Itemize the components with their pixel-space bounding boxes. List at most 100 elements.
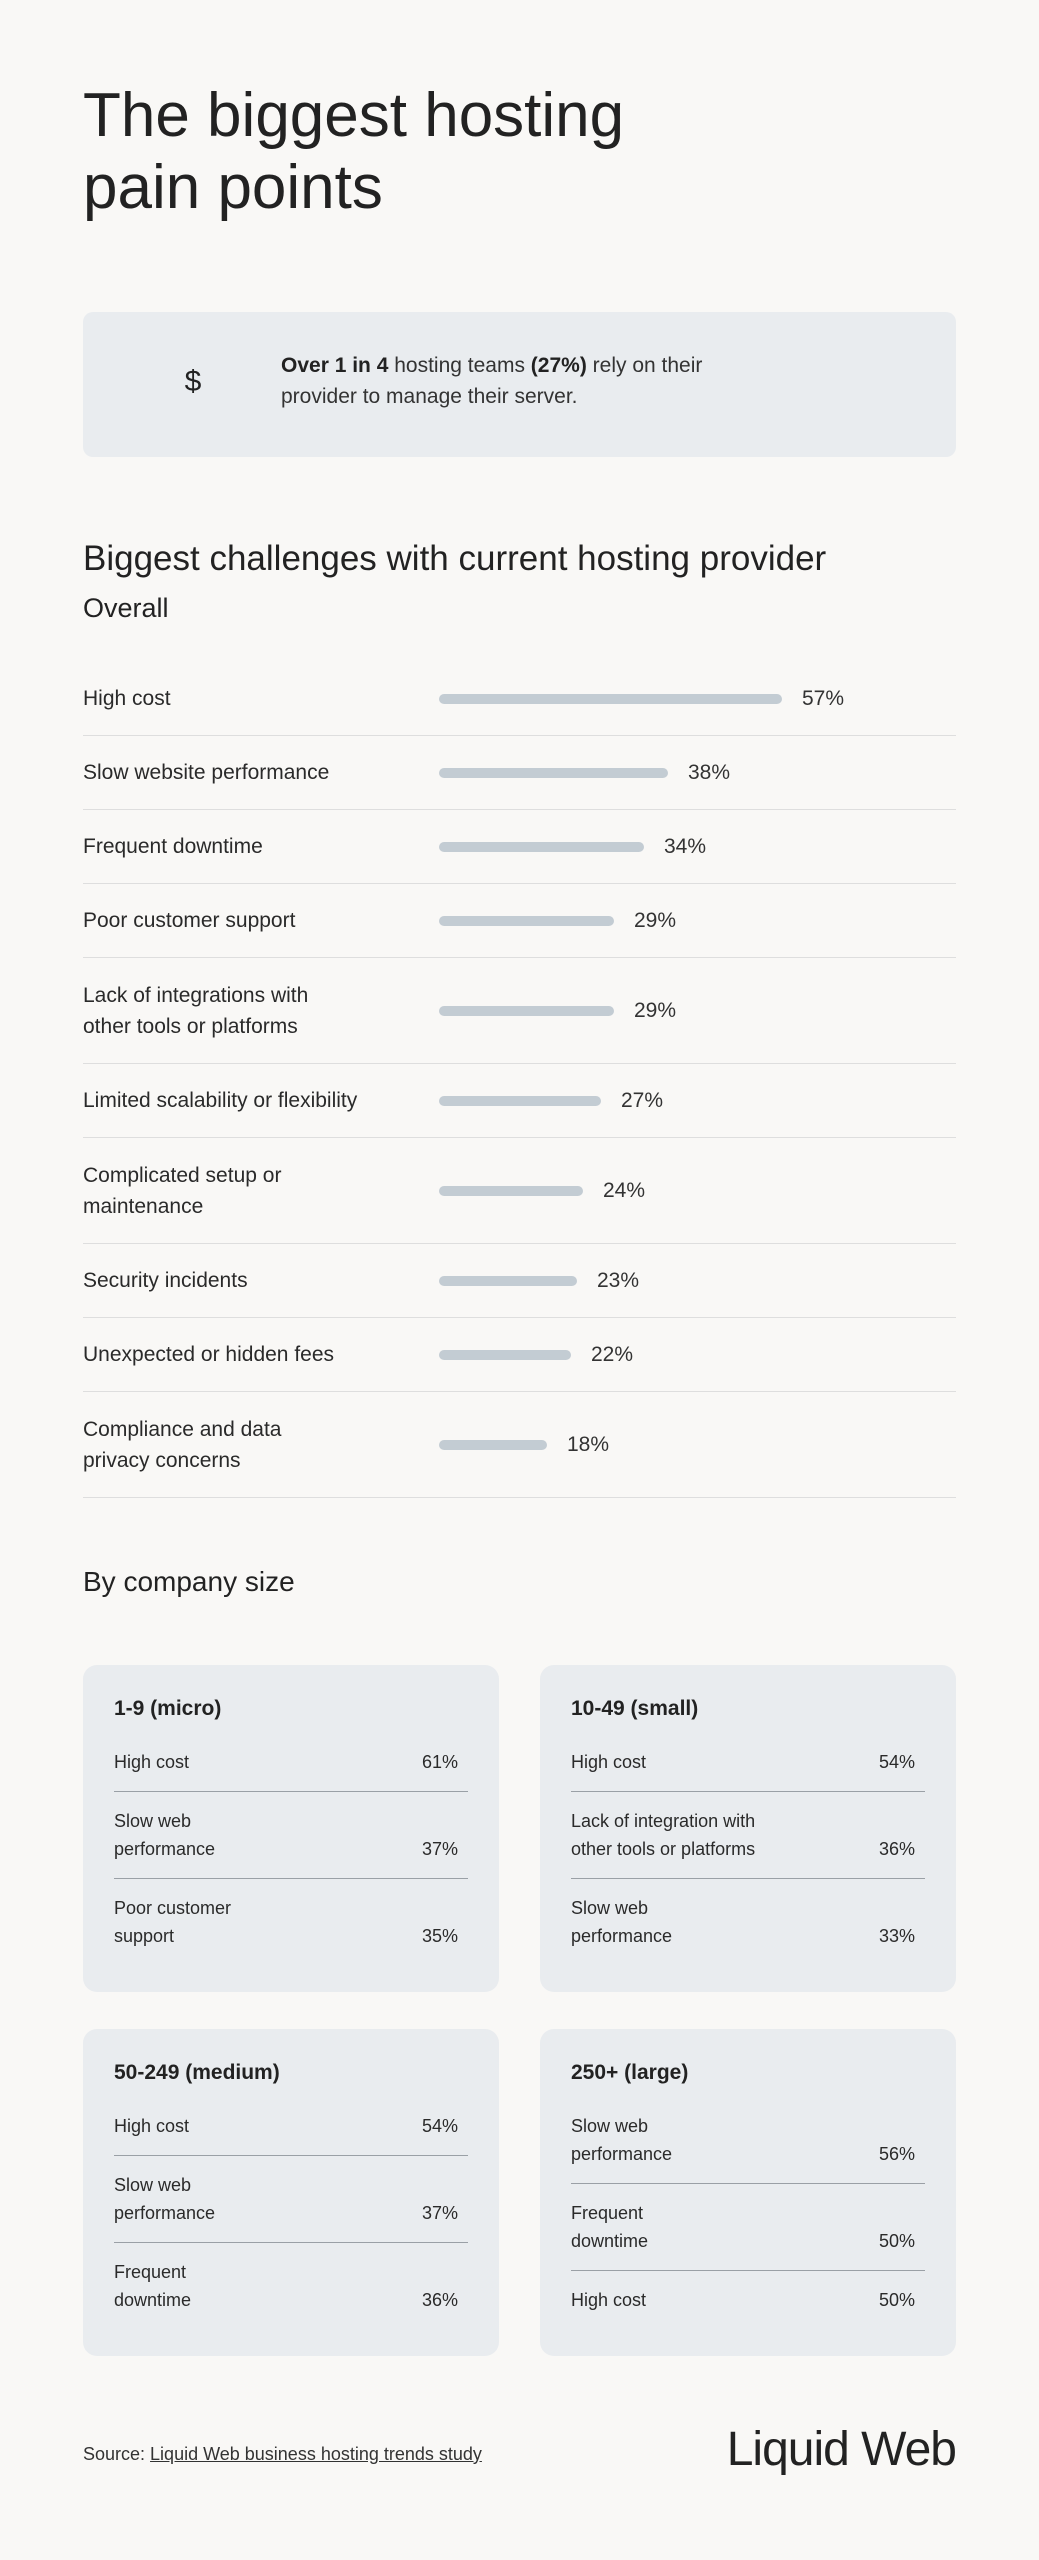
card-row-label-line: support xyxy=(114,1926,175,1946)
source-link[interactable]: Liquid Web business hosting trends study xyxy=(150,2444,482,2464)
chart-row: Unexpected or hidden fees 22% xyxy=(83,1318,956,1392)
card-row-label-line: performance xyxy=(114,1839,216,1859)
card-divider xyxy=(571,2270,925,2271)
card-row-label-line: Slow web xyxy=(114,2175,192,2195)
chart-row: Security incidents 23% xyxy=(83,1244,956,1318)
chart-value-label: 18% xyxy=(567,1433,610,1456)
card-row: Slow web performance 33% xyxy=(571,1894,925,1950)
chart-category-label-line: High cost xyxy=(83,687,171,710)
company-size-card: 250+ (large) Slow web performance 56% Freque… xyxy=(540,2029,956,2356)
card-row-label: High cost xyxy=(571,1748,811,1776)
chart-row: Slow website performance 38% xyxy=(83,736,956,810)
card-row-label: High cost xyxy=(114,2112,354,2140)
by-size-title: By company size xyxy=(83,1566,295,1597)
card-row-label: Slow web performance xyxy=(571,1894,811,1950)
source-prefix: Source: xyxy=(83,2444,151,2464)
page-title-line-1: The biggest hosting xyxy=(83,81,625,150)
chart-value-label: 34% xyxy=(664,835,707,858)
card-row-label: Frequent downtime xyxy=(571,2199,811,2255)
chart-bar xyxy=(439,915,614,926)
callout-text-1: hosting teams xyxy=(388,354,531,377)
chart-category-label-line: Frequent downtime xyxy=(83,835,263,858)
chart-row: Limited scalability or flexibility 27% xyxy=(83,1064,956,1138)
card-row-value: 54% xyxy=(878,1752,915,1772)
stat-callout: $ Over 1 in 4 hosting teams (27%) rely o… xyxy=(83,312,956,457)
card-row-label-line: Slow web xyxy=(571,1898,649,1918)
chart-bar xyxy=(439,693,782,704)
card-row-label-line: performance xyxy=(114,2203,216,2223)
chart-bar xyxy=(439,1349,571,1360)
card-row-value: 50% xyxy=(878,2290,915,2310)
card-divider xyxy=(114,1791,468,1792)
card-row-label-line: Slow web xyxy=(114,1811,192,1831)
card-row-value: 50% xyxy=(878,2231,915,2251)
card-row-label: Lack of integration with other tools or p… xyxy=(571,1807,811,1863)
chart-category-label-line: privacy concerns xyxy=(83,1448,241,1472)
card-row: Lack of integration with other tools or p… xyxy=(571,1807,925,1863)
chart-category-label: Compliance and data privacy concerns xyxy=(83,1414,393,1476)
card-title: 250+ (large) xyxy=(571,2061,689,2084)
card-divider xyxy=(114,1878,468,1879)
chart-category-label-line: Compliance and data xyxy=(83,1417,282,1441)
chart-value-label: 23% xyxy=(597,1269,640,1292)
card-row-label-line: performance xyxy=(571,2144,673,2164)
card-row-value: 35% xyxy=(421,1926,458,1946)
dollar-icon: $ xyxy=(184,365,202,398)
chart-category-label: Lack of integrations with other tools or … xyxy=(83,980,393,1042)
card-row: Slow web performance 37% xyxy=(114,1807,468,1863)
chart-bar xyxy=(439,1275,577,1286)
card-row-label-line: Lack of integration with xyxy=(571,1811,756,1831)
chart-row: High cost 57% xyxy=(83,662,956,736)
chart-category-label: Complicated setup or maintenance xyxy=(83,1160,393,1222)
card-divider xyxy=(571,2183,925,2184)
card-row-label-line: High cost xyxy=(571,1752,647,1772)
chart-category-label: Poor customer support xyxy=(83,905,393,936)
company-size-card: 50-249 (medium) High cost 54% Slow web perfo… xyxy=(83,2029,499,2356)
chart-category-label-line: Poor customer support xyxy=(83,909,296,932)
chart-category-label: Security incidents xyxy=(83,1265,393,1296)
chart-row: Poor customer support 29% xyxy=(83,884,956,958)
card-divider xyxy=(571,1791,925,1792)
card-row-value: 33% xyxy=(878,1926,915,1946)
overall-bar-chart: High cost 57% Slow website performance 38% F… xyxy=(83,662,956,1498)
card-row-value: 54% xyxy=(421,2116,458,2136)
page-title: The biggest hosting pain points xyxy=(83,80,783,224)
card-divider xyxy=(571,1878,925,1879)
card-row-label-line: downtime xyxy=(114,2290,192,2310)
chart-category-label: Frequent downtime xyxy=(83,831,393,862)
chart-category-label-line: Lack of integrations with xyxy=(83,983,309,1007)
chart-value-label: 29% xyxy=(634,999,677,1022)
chart-category-label-line: Security incidents xyxy=(83,1269,248,1292)
chart-category-label-line: maintenance xyxy=(83,1194,204,1218)
card-row-label-line: Frequent xyxy=(571,2203,644,2223)
card-divider xyxy=(114,2242,468,2243)
card-row: High cost 54% xyxy=(114,2112,468,2140)
chart-bar xyxy=(439,841,644,852)
company-size-card: 1-9 (micro) High cost 61% Slow web performan… xyxy=(83,1665,499,1992)
card-row-label: Slow web performance xyxy=(114,1807,354,1863)
card-row-label-line: High cost xyxy=(114,1752,190,1772)
chart-subtitle: Overall xyxy=(83,593,169,623)
chart-category-label: Unexpected or hidden fees xyxy=(83,1339,393,1370)
card-row-value: 56% xyxy=(878,2144,915,2164)
chart-bar xyxy=(439,1185,583,1196)
card-row-label-line: Slow web xyxy=(571,2116,649,2136)
chart-value-label: 22% xyxy=(591,1343,634,1366)
chart-value-label: 38% xyxy=(688,761,731,784)
card-row: Slow web performance 37% xyxy=(114,2171,468,2227)
chart-value-label: 24% xyxy=(603,1179,646,1202)
callout-text-2: rely on their provider to manage their s… xyxy=(281,354,703,408)
card-row-value: 37% xyxy=(421,1839,458,1859)
chart-category-label: High cost xyxy=(83,683,393,714)
card-row-label-line: performance xyxy=(571,1926,673,1946)
card-row: Slow web performance 56% xyxy=(571,2112,925,2168)
card-row-label: High cost xyxy=(571,2286,811,2314)
chart-category-label-line: Unexpected or hidden fees xyxy=(83,1343,335,1366)
card-row-value: 36% xyxy=(878,1839,915,1859)
card-row-label: Poor customer support xyxy=(114,1894,354,1950)
chart-title: Biggest challenges with current hosting … xyxy=(83,539,827,578)
source-note: Source: Liquid Web business hosting tren… xyxy=(83,2440,482,2468)
chart-value-label: 57% xyxy=(802,687,845,710)
card-row: High cost 50% xyxy=(571,2286,925,2314)
chart-value-label: 29% xyxy=(634,909,677,932)
